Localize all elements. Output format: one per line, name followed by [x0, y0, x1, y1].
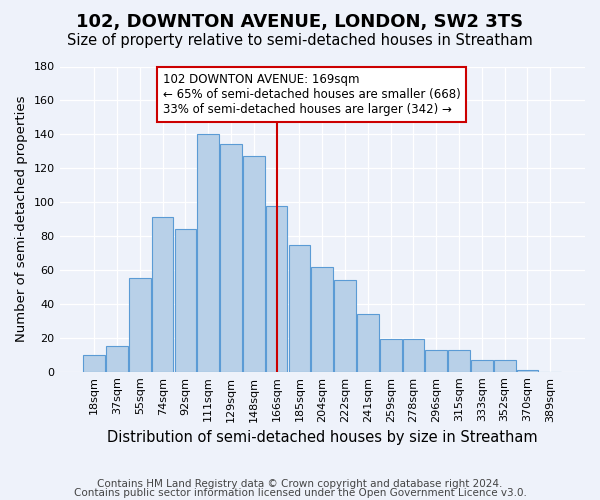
- Bar: [152, 218, 173, 372]
- Bar: [266, 206, 287, 372]
- Bar: [425, 350, 447, 372]
- Bar: [220, 144, 242, 372]
- Bar: [129, 278, 151, 372]
- Bar: [243, 156, 265, 372]
- Bar: [106, 346, 128, 372]
- Bar: [517, 370, 538, 372]
- X-axis label: Distribution of semi-detached houses by size in Streatham: Distribution of semi-detached houses by …: [107, 430, 538, 445]
- Bar: [311, 266, 333, 372]
- Bar: [289, 244, 310, 372]
- Bar: [448, 350, 470, 372]
- Text: Size of property relative to semi-detached houses in Streatham: Size of property relative to semi-detach…: [67, 32, 533, 48]
- Text: Contains HM Land Registry data © Crown copyright and database right 2024.: Contains HM Land Registry data © Crown c…: [97, 479, 503, 489]
- Y-axis label: Number of semi-detached properties: Number of semi-detached properties: [15, 96, 28, 342]
- Bar: [197, 134, 219, 372]
- Bar: [403, 340, 424, 372]
- Text: 102 DOWNTON AVENUE: 169sqm
← 65% of semi-detached houses are smaller (668)
33% o: 102 DOWNTON AVENUE: 169sqm ← 65% of semi…: [163, 74, 460, 116]
- Bar: [471, 360, 493, 372]
- Bar: [494, 360, 515, 372]
- Text: Contains public sector information licensed under the Open Government Licence v3: Contains public sector information licen…: [74, 488, 526, 498]
- Bar: [357, 314, 379, 372]
- Bar: [334, 280, 356, 372]
- Bar: [175, 230, 196, 372]
- Text: 102, DOWNTON AVENUE, LONDON, SW2 3TS: 102, DOWNTON AVENUE, LONDON, SW2 3TS: [76, 12, 524, 30]
- Bar: [380, 340, 401, 372]
- Bar: [83, 354, 105, 372]
